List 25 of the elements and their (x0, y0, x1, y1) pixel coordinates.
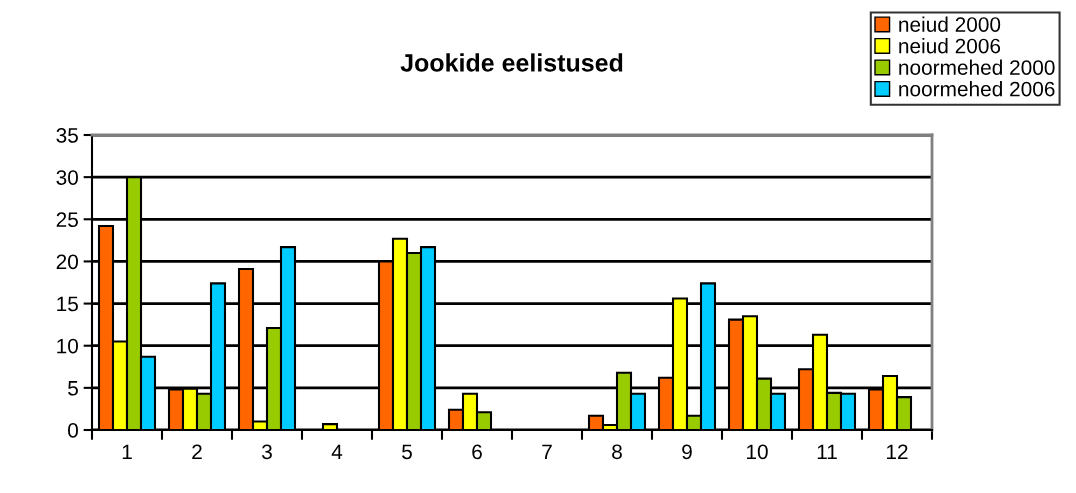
legend-label: noormehed 2000 (899, 59, 1055, 75)
y-tick-label: 25 (56, 212, 78, 228)
y-tick-label: 10 (57, 338, 78, 354)
x-tick-label: 11 (817, 444, 837, 459)
x-tick-label: 7 (542, 444, 552, 459)
legend-label: neiud 2000 (899, 16, 1001, 32)
y-tick-label: 35 (56, 128, 78, 143)
y-tick-label: 20 (56, 254, 78, 270)
x-tick-label: 9 (682, 444, 692, 460)
x-tick-label: 1 (122, 444, 132, 459)
x-tick-label: 8 (612, 444, 622, 460)
x-tick-label: 4 (331, 444, 343, 459)
x-tick-label: 2 (192, 444, 202, 459)
x-tick-label: 3 (262, 444, 272, 460)
x-tick-label: 5 (402, 444, 412, 460)
x-tick-label: 12 (887, 444, 908, 459)
y-tick-label: 0 (68, 423, 78, 438)
legend-label: noormehed 2006 (899, 81, 1055, 97)
y-tick-label: 30 (56, 170, 78, 185)
y-tick-label: 5 (68, 381, 78, 396)
chart-title: Jookide eelistused (400, 53, 623, 72)
x-tick-label: 6 (472, 444, 482, 460)
y-tick-label: 15 (57, 296, 78, 312)
x-tick-label: 10 (747, 444, 768, 460)
legend-label: neiud 2006 (899, 38, 1001, 54)
